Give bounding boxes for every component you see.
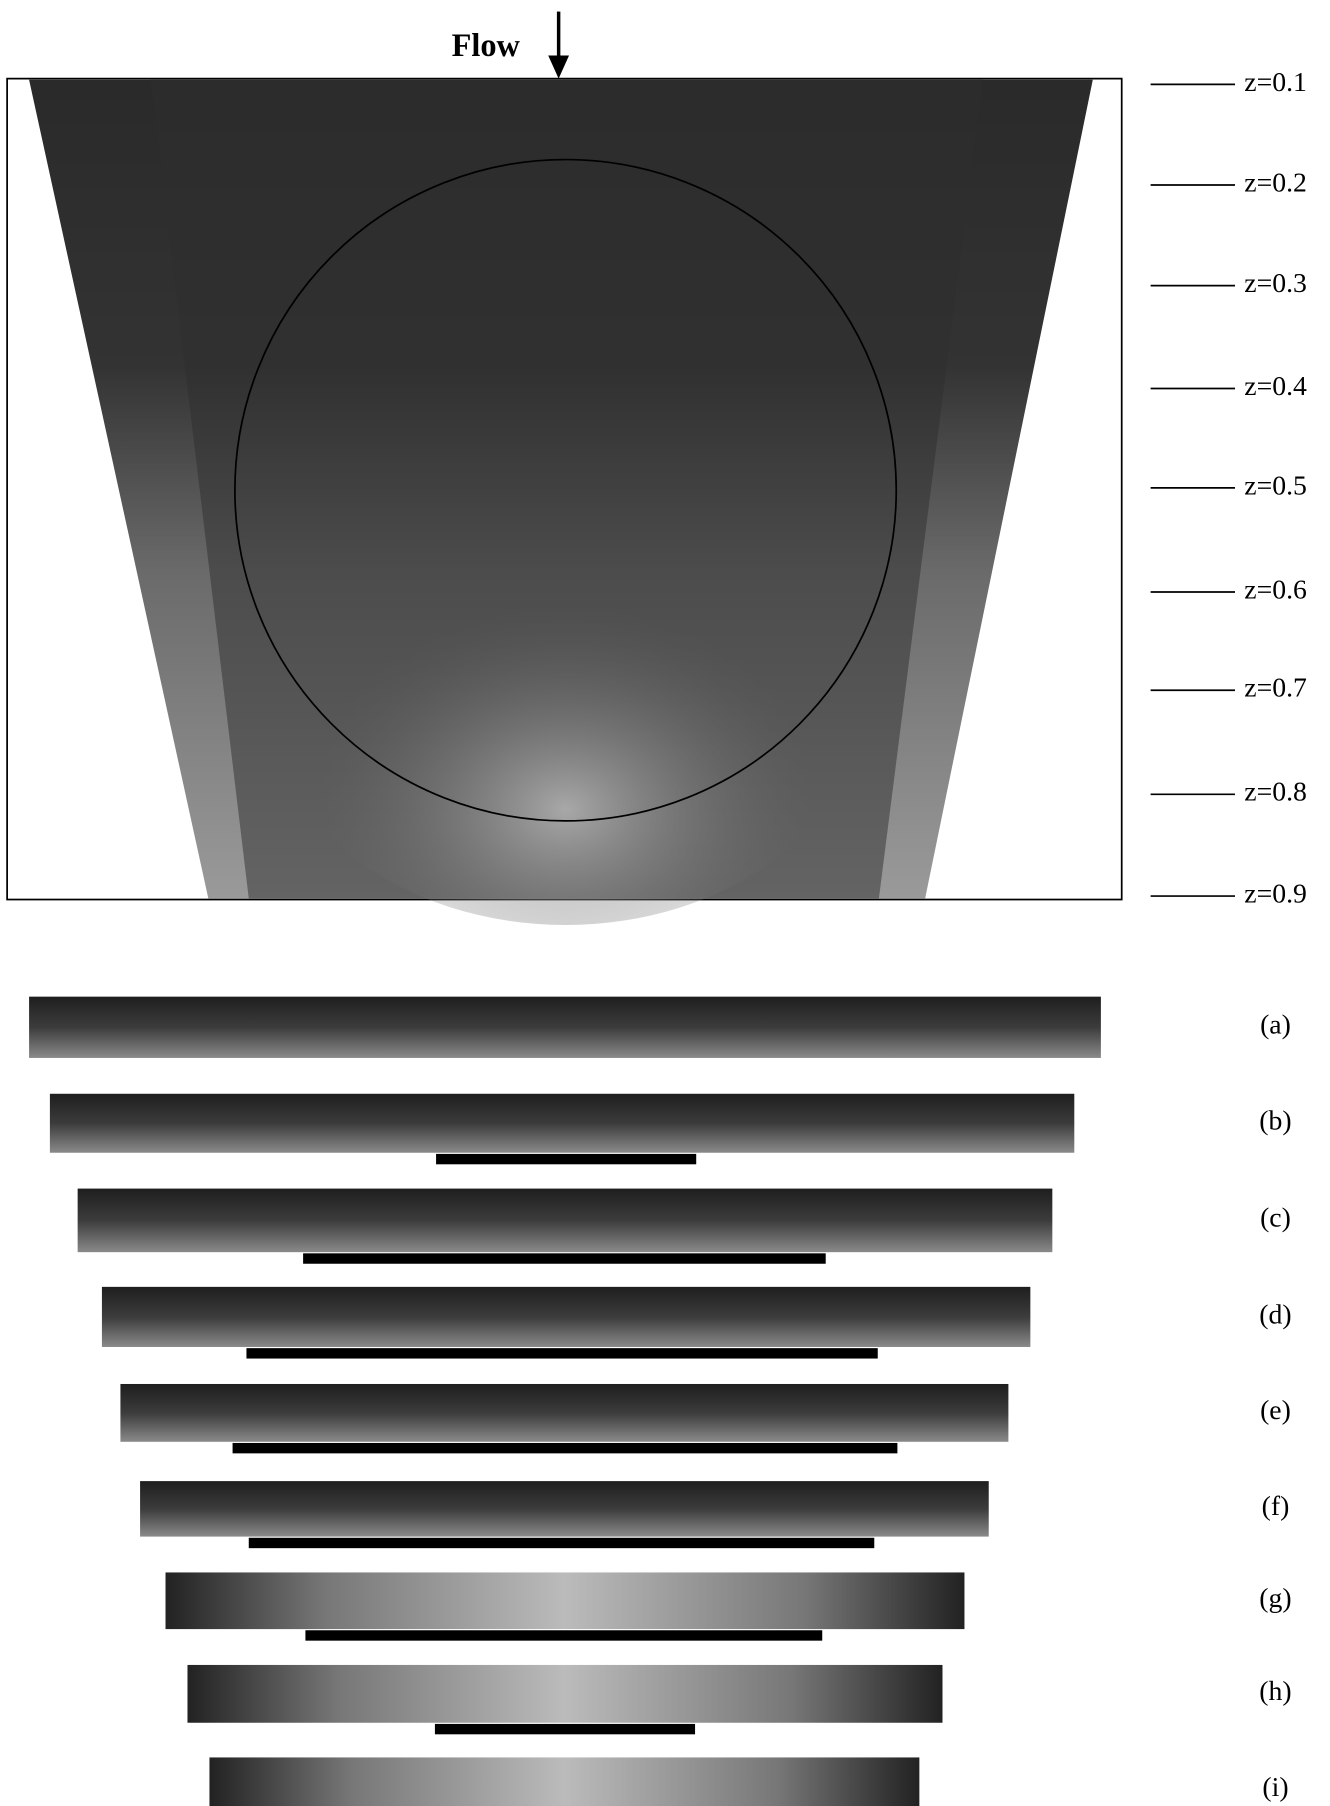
panel-image xyxy=(140,1481,989,1536)
panel-label: (a) xyxy=(1260,1010,1291,1041)
panel-label: (h) xyxy=(1259,1676,1291,1707)
scale-bar xyxy=(436,1154,696,1164)
z-label: z=0.2 xyxy=(1244,167,1307,198)
panel-label: (i) xyxy=(1262,1772,1288,1803)
panel-image xyxy=(50,1094,1074,1153)
scale-bar xyxy=(233,1443,898,1453)
panel-label: (d) xyxy=(1259,1299,1291,1330)
z-label: z=0.7 xyxy=(1244,673,1307,704)
z-label: z=0.1 xyxy=(1244,67,1307,98)
panel-image xyxy=(78,1189,1053,1253)
figure: Flow z=0.1 z=0.2 z=0.3 z=0.4 z=0.5 z=0.6 z=0.7… xyxy=(0,0,1330,1806)
plumes xyxy=(265,462,866,924)
panel-image xyxy=(187,1665,942,1723)
z-label: z=0.6 xyxy=(1244,574,1307,605)
panel-image xyxy=(102,1287,1030,1347)
panel-image xyxy=(29,997,1101,1058)
z-label: z=0.9 xyxy=(1244,878,1307,909)
scale-bar xyxy=(249,1538,875,1548)
flow-arrowhead xyxy=(548,55,569,78)
panel-label: (f) xyxy=(1262,1491,1290,1522)
panel-label: (c) xyxy=(1260,1203,1291,1234)
flow-label: Flow xyxy=(452,28,521,64)
panel-label: (b) xyxy=(1259,1106,1291,1137)
panel-label: (g) xyxy=(1259,1583,1291,1614)
z-label: z=0.4 xyxy=(1244,371,1307,402)
scale-bar xyxy=(246,1348,877,1358)
z-label: z=0.5 xyxy=(1244,470,1307,501)
z-label: z=0.8 xyxy=(1244,777,1307,808)
scale-bar xyxy=(303,1253,826,1263)
panel-image xyxy=(120,1384,1008,1442)
z-label: z=0.3 xyxy=(1244,268,1307,299)
scale-bar xyxy=(435,1724,695,1734)
scale-bar xyxy=(305,1630,822,1640)
panel-image xyxy=(209,1757,919,1806)
panel-label: (e) xyxy=(1260,1395,1291,1426)
panel-image xyxy=(166,1572,965,1629)
